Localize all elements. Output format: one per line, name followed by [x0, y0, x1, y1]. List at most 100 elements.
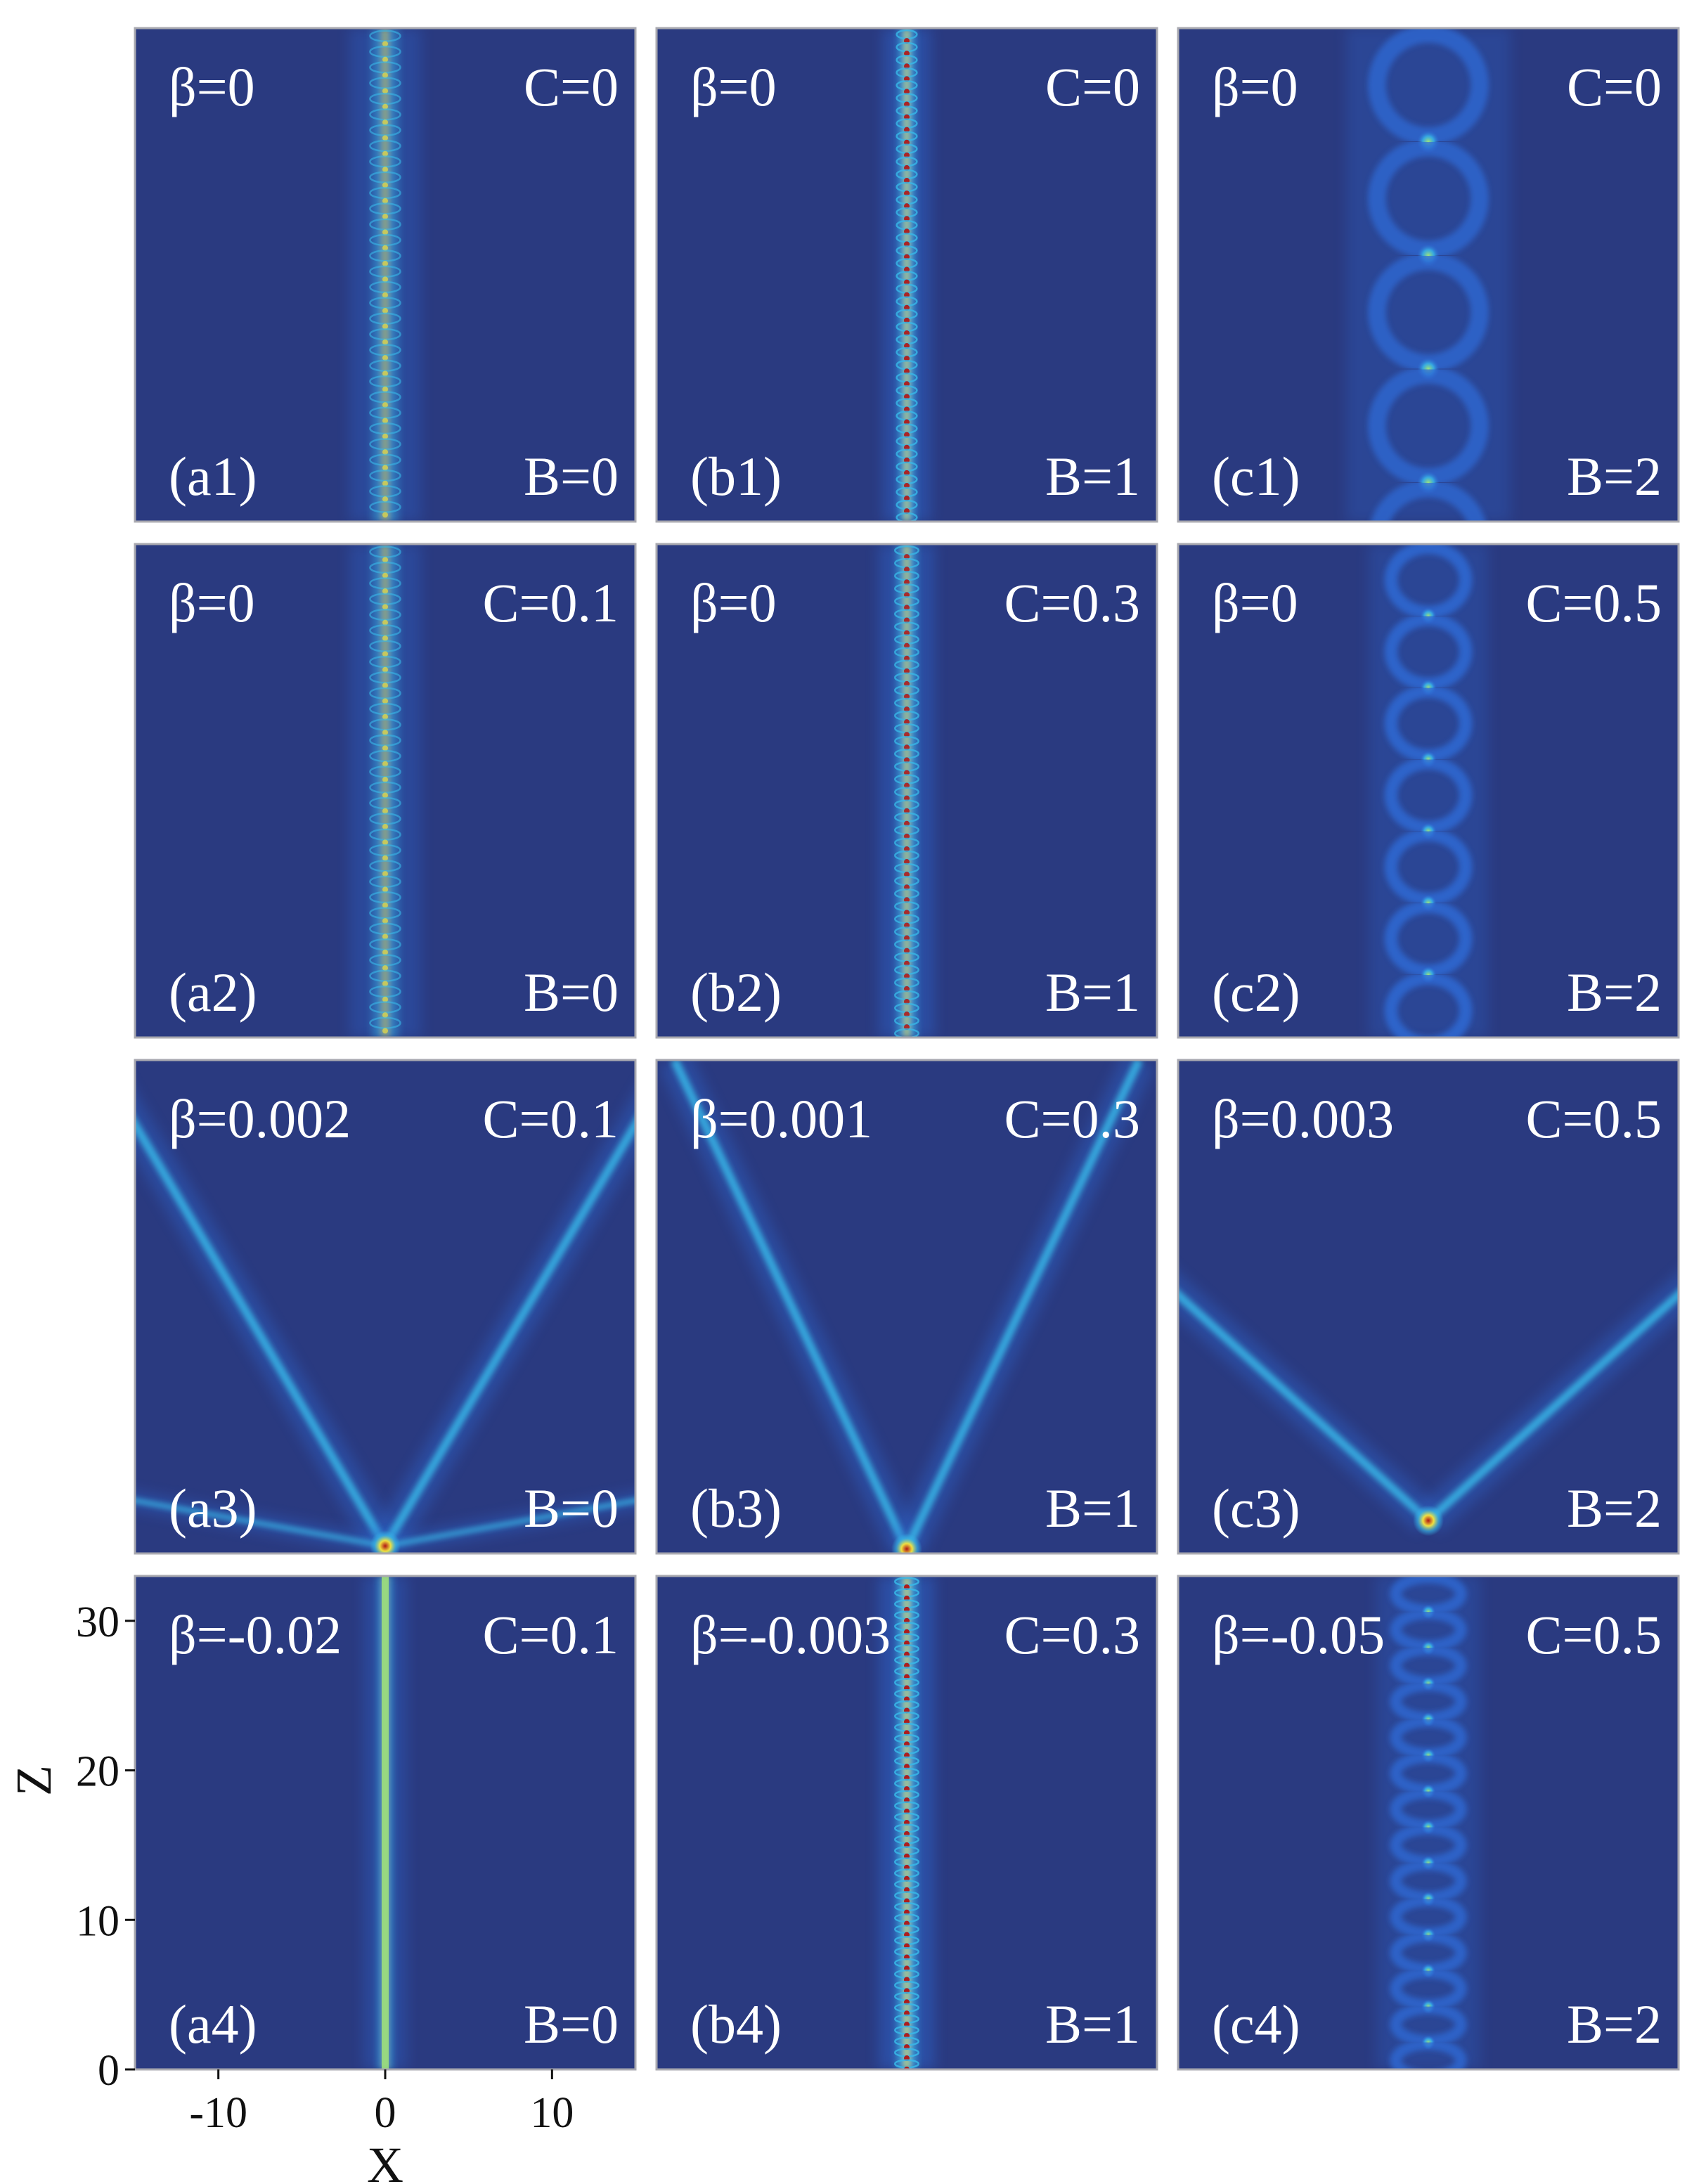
panel-b4: β=-0.003 C=0.3 (b4) B=1: [655, 1575, 1158, 2071]
c-label: C=0: [524, 56, 619, 117]
b-label: B=2: [1567, 962, 1662, 1023]
beam-center-line: [382, 1576, 389, 2069]
panel-frame: [655, 27, 1158, 523]
breathing-node: [382, 761, 388, 767]
breathing-node: [382, 182, 388, 188]
beta-label: β=-0.05: [1212, 1604, 1385, 1665]
panel-c2: β=0 C=0.5 (c2) B=2: [1177, 543, 1680, 1054]
breathing-node: [382, 1028, 388, 1034]
breathing-node: [382, 651, 388, 657]
b-label: B=2: [1567, 1478, 1662, 1539]
breathing-node: [382, 871, 388, 877]
beta-label: β=0: [1212, 572, 1298, 633]
chain-link: [1371, 479, 1486, 522]
breathing-node: [382, 323, 388, 330]
breathing-node: [382, 41, 388, 47]
beam-intensity-a3: [135, 1091, 635, 1553]
breathing-node: [382, 635, 388, 642]
breathing-ring: [894, 1028, 919, 1038]
panel-frame: [1177, 27, 1680, 523]
breathing-node: [382, 276, 388, 283]
beam-intensity-c2: [1368, 544, 1489, 1054]
b-label: B=2: [1567, 1994, 1662, 2055]
breathing-node: [382, 433, 388, 439]
breathing-node: [382, 824, 388, 830]
breathing-node: [382, 745, 388, 751]
split-beam: [1178, 1288, 1432, 1524]
panel-frame: [1177, 1575, 1680, 2071]
beam-intensity-b1: [882, 28, 931, 522]
breathing-node: [382, 855, 388, 861]
beta-label: β=0: [169, 56, 255, 117]
breathing-node: [382, 604, 388, 610]
breathing-node: [382, 308, 388, 314]
breathing-node: [382, 214, 388, 220]
breathing-node: [382, 886, 388, 893]
b-label: B=1: [1045, 1994, 1140, 2055]
breathing-node: [382, 402, 388, 408]
breathing-node: [382, 229, 388, 235]
breathing-node: [382, 339, 388, 345]
b-label: B=0: [524, 1994, 619, 2055]
breathing-node: [382, 496, 388, 503]
beta-label: β=-0.02: [169, 1604, 342, 1665]
breathing-node: [382, 713, 388, 720]
panel-label: (a2): [169, 962, 257, 1023]
chain-node: [1420, 1038, 1436, 1054]
beta-label: β=0.002: [169, 1088, 351, 1149]
c-label: C=0.3: [1004, 1088, 1140, 1149]
axes: 0 10 20 30 -10 0 10 X Z: [6, 1598, 574, 2184]
panel-frame: [134, 1059, 637, 1555]
panel-a4: β=-0.02 C=0.1 (a4) B=0: [134, 1575, 637, 2071]
beta-label: β=0: [690, 56, 777, 117]
panel-grid: β=0 C=0(a1) B=0β=0 C=0(b1) B=1β=0 C=0(c1) B=2β…: [134, 27, 1680, 2112]
breathing-node: [382, 465, 388, 471]
b-label: B=2: [1567, 446, 1662, 507]
c-label: C=0: [1567, 56, 1662, 117]
panel-label: (b2): [690, 962, 782, 1023]
panel-c4: β=-0.05 C=0.5 (c4) B=2: [1177, 1575, 1680, 2112]
panel-frame: [655, 1575, 1158, 2071]
c-label: C=0: [1045, 56, 1140, 117]
beta-label: β=0.003: [1212, 1088, 1394, 1149]
split-origin-hotspot: [1413, 1505, 1444, 1537]
beam-intensity-c4: [1376, 1576, 1481, 2112]
c-label: C=0.1: [482, 1604, 619, 1665]
breathing-node: [382, 683, 388, 689]
chain-link: [1384, 971, 1473, 1038]
breathing-node: [382, 261, 388, 267]
chain-link: [1395, 2080, 1461, 2112]
breathing-node: [382, 808, 388, 814]
beam-intensity-a1: [349, 28, 422, 522]
split-beam: [135, 1498, 386, 1549]
beam-intensity-a2: [349, 544, 422, 1038]
breathing-node: [382, 666, 388, 673]
panel-c1: β=0 C=0 (c1) B=2: [1177, 27, 1680, 523]
breathing-node: [382, 150, 388, 157]
x-tick-label: -10: [189, 2089, 247, 2137]
x-tick-label: 10: [530, 2089, 574, 2137]
breathing-node: [382, 792, 388, 799]
b-label: B=1: [1045, 446, 1140, 507]
c-label: C=0.5: [1525, 572, 1662, 633]
panel-label: (b3): [690, 1478, 782, 1539]
panel-label: (c1): [1212, 446, 1300, 507]
panel-b2: β=0 C=0.3 (b2) B=1: [655, 543, 1158, 1039]
panel-frame: [655, 1059, 1158, 1555]
breathing-node: [382, 730, 388, 736]
beta-label: β=0.001: [690, 1088, 872, 1149]
breathing-node: [382, 965, 388, 971]
b-label: B=0: [524, 446, 619, 507]
c-label: C=0.1: [482, 1088, 619, 1149]
panel-frame: [134, 543, 637, 1039]
beta-label: β=0: [690, 572, 777, 633]
panel-background: [1178, 1060, 1679, 1553]
breathing-ring: [896, 512, 918, 522]
panel-a3: β=0.002 C=0.1 (a3) B=0: [134, 1059, 637, 1555]
panel-label: (a3): [169, 1478, 257, 1539]
breathing-node: [382, 245, 388, 251]
y-tick-label: 30: [76, 1598, 119, 1646]
chain-node: [1421, 2072, 1435, 2086]
panel-c3: β=0.003 C=0.5 (c3) B=2: [1177, 1059, 1680, 1555]
